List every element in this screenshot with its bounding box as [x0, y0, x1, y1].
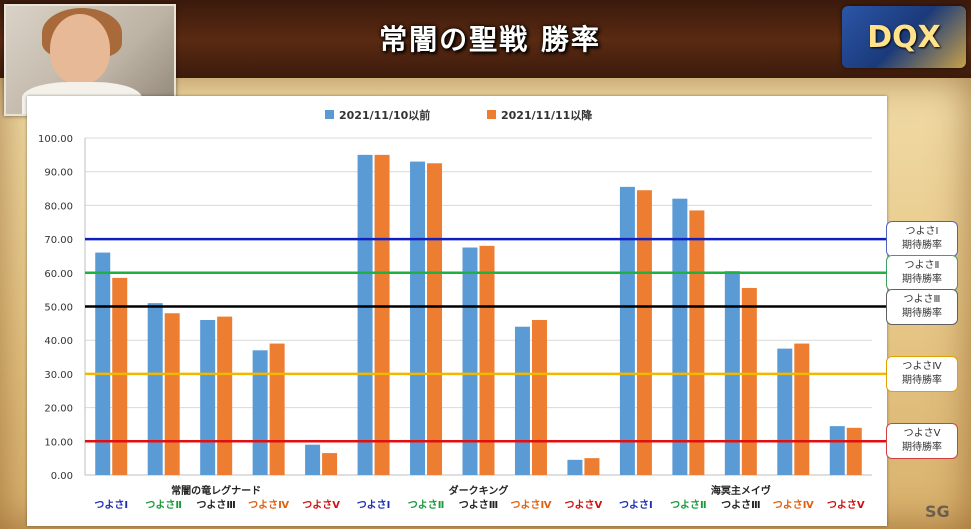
x-tick-label: つよさⅡ: [145, 499, 182, 511]
bar-after: [636, 190, 652, 476]
x-tick-label: つよさⅡ: [408, 499, 445, 511]
x-tick-label: つよさⅢ: [196, 499, 235, 511]
expected-label-strength: つよさⅤ: [903, 428, 941, 440]
expected-label-text: 期待勝率: [902, 240, 942, 252]
legend-swatch: [487, 110, 496, 119]
bar-after: [689, 210, 705, 475]
bar-before: [305, 444, 321, 475]
bar-after: [427, 163, 443, 475]
x-tick-label: つよさⅣ: [248, 499, 289, 511]
bar-after: [846, 427, 862, 475]
expected-win-rate-label: つよさⅠ 期待勝率: [886, 221, 958, 258]
bar-after: [531, 319, 547, 475]
bar-after: [794, 343, 810, 475]
x-tick-label: つよさⅢ: [459, 499, 498, 511]
bar-after: [479, 245, 495, 475]
bar-before: [462, 247, 478, 475]
y-tick-label: 100.00: [38, 134, 73, 145]
bar-before: [777, 348, 793, 475]
x-tick-label: つよさⅣ: [510, 499, 551, 511]
y-tick-label: 10.00: [44, 437, 73, 448]
bar-before: [619, 186, 635, 475]
legend-swatch: [325, 110, 334, 119]
x-tick-label: つよさⅢ: [721, 499, 760, 511]
y-tick-label: 80.00: [44, 201, 73, 212]
expected-label-strength: つよさⅣ: [902, 360, 942, 372]
bar-before: [252, 350, 268, 475]
bar-after: [164, 313, 180, 475]
y-tick-label: 50.00: [44, 303, 73, 314]
expected-label-strength: つよさⅡ: [904, 259, 940, 271]
group-label: ダークキング: [449, 484, 509, 497]
game-logo: DQX: [842, 6, 966, 68]
bar-before: [672, 198, 688, 475]
bar-after: [269, 343, 285, 475]
bar-after: [374, 154, 390, 475]
x-tick-label: つよさⅣ: [773, 499, 814, 511]
bar-before: [567, 459, 583, 475]
bar-before: [514, 326, 530, 475]
bar-before: [200, 319, 216, 475]
game-logo-text: DQX: [867, 20, 941, 55]
expected-label-text: 期待勝率: [902, 374, 942, 386]
bar-after: [322, 453, 338, 475]
expected-win-rate-label: つよさⅡ 期待勝率: [886, 254, 958, 291]
chart-panel: 0.00 10.00 20.00 30.00 40.00 50.00 60.00 70.00 8…: [27, 96, 887, 526]
y-tick-label: 40.00: [44, 336, 73, 347]
bar-after: [112, 277, 128, 475]
x-tick-label: つよさⅡ: [670, 499, 707, 511]
bar-before: [147, 303, 163, 475]
x-tick-label: つよさⅤ: [827, 499, 865, 511]
bar-after: [741, 287, 757, 475]
group-label: 海冥主メイヴ: [711, 484, 771, 497]
group-label: 常闇の竜レグナード: [171, 484, 261, 497]
bar-after: [217, 316, 233, 475]
y-tick-label: 30.00: [44, 370, 73, 381]
bar-before: [410, 161, 426, 475]
x-tick-label: つよさⅤ: [302, 499, 340, 511]
bar-before: [357, 154, 373, 475]
bar-before: [95, 252, 111, 475]
expected-win-rate-label: つよさⅣ 期待勝率: [886, 355, 958, 392]
expected-label-text: 期待勝率: [902, 442, 942, 454]
expected-label-text: 期待勝率: [902, 273, 942, 285]
bar-after: [584, 458, 600, 475]
x-tick-label: つよさⅤ: [565, 499, 603, 511]
y-tick-label: 20.00: [44, 404, 73, 415]
expected-label-strength: つよさⅢ: [903, 293, 941, 305]
expected-label-strength: つよさⅠ: [905, 226, 939, 238]
x-tick-label: つよさⅠ: [94, 499, 128, 511]
legend-label: 2021/11/10以前: [339, 108, 430, 122]
win-rate-chart: 0.00 10.00 20.00 30.00 40.00 50.00 60.00 70.00 8…: [38, 108, 887, 511]
expected-win-rate-label: つよさⅢ 期待勝率: [886, 288, 958, 325]
webcam-person-head: [50, 14, 110, 84]
watermark: SG: [925, 502, 950, 521]
page-title: 常闇の聖戦 勝率: [379, 23, 601, 56]
legend-label: 2021/11/11以降: [501, 108, 593, 122]
y-tick-label: 90.00: [44, 168, 73, 179]
y-tick-label: 60.00: [44, 269, 73, 280]
x-tick-label: つよさⅠ: [619, 499, 653, 511]
expected-win-rate-label: つよさⅤ 期待勝率: [886, 423, 958, 460]
y-tick-label: 0.00: [51, 471, 73, 482]
expected-label-text: 期待勝率: [902, 307, 942, 319]
bar-before: [829, 426, 845, 475]
x-tick-label: つよさⅠ: [357, 499, 391, 511]
y-tick-label: 70.00: [44, 235, 73, 246]
